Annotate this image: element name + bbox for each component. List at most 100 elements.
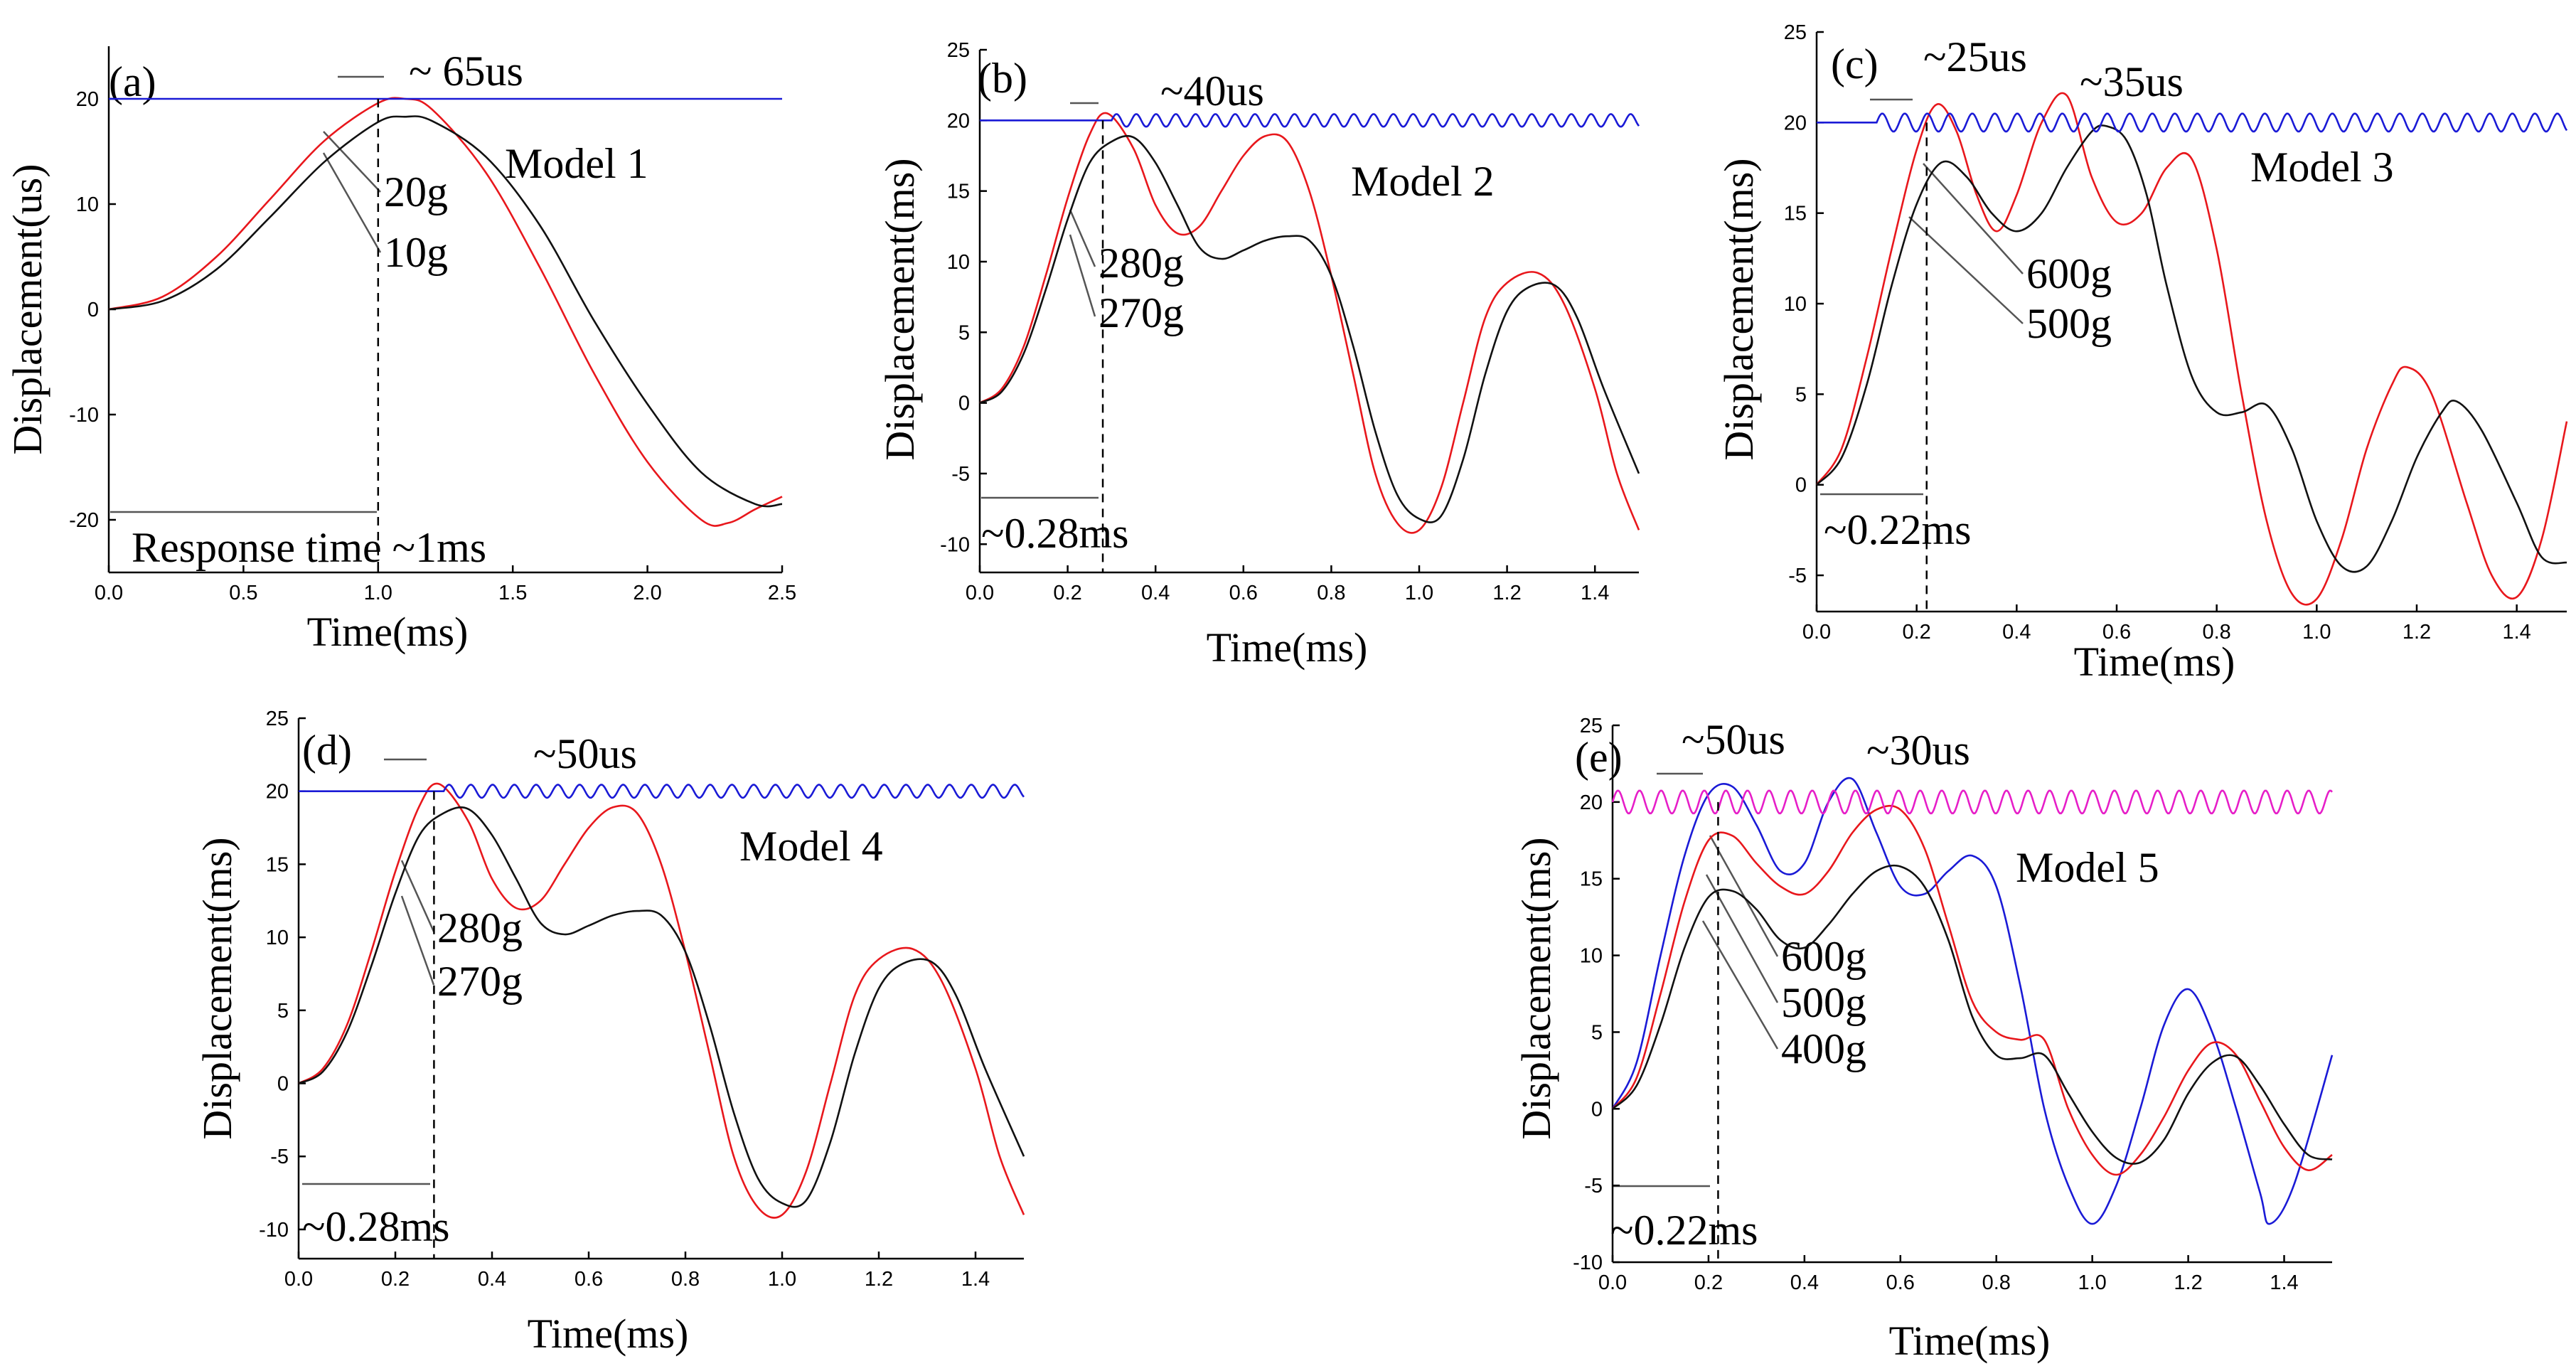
- x-tick-label-c: 0.0: [1802, 621, 1831, 644]
- arrow-280g-b: [1069, 209, 1096, 267]
- y-tick-label-a: -20: [69, 509, 99, 532]
- annotation-time-diff-c1: ~25us: [1923, 33, 2027, 80]
- series-line-270g-b: [979, 134, 1640, 523]
- y-tick-label-b: -5: [951, 463, 970, 486]
- y-tick-label-d: -5: [270, 1146, 289, 1168]
- x-axis-title-b: Time(ms): [1207, 624, 1368, 671]
- x-tick-label-e: 0.6: [1886, 1271, 1915, 1294]
- y-axis-title-d: Displacement(ms): [194, 837, 240, 1139]
- annotation-600g-e: 600g: [1781, 933, 1866, 980]
- y-tick-label-e: 15: [1580, 868, 1603, 891]
- x-tick-label-a: 0.0: [95, 582, 123, 604]
- annotation-time-diff-e2: ~30us: [1866, 727, 1970, 774]
- annotation-time-diff-e1: ~50us: [1682, 716, 1785, 763]
- arrow-280g-d: [400, 860, 435, 932]
- series-line-10g-a: [108, 115, 783, 508]
- x-tick-label-b: 1.0: [1405, 582, 1433, 604]
- x-tick-label-c: 1.2: [2403, 621, 2431, 644]
- y-tick-label-e: 10: [1580, 945, 1603, 968]
- x-tick-label-b: 0.2: [1053, 582, 1081, 604]
- chart-panel-b: (b) Model 2 ~40us 280g 270g ~0.28ms Time…: [877, 39, 1640, 671]
- y-tick-label-d: 5: [277, 1000, 289, 1023]
- y-tick-label-e: 20: [1580, 791, 1603, 814]
- series-line-600g-c: [1815, 92, 2568, 606]
- arrow-20g-a: [323, 131, 381, 193]
- x-axis-title-e: Time(ms): [1889, 1318, 2051, 1364]
- y-tick-label-b: 5: [958, 321, 970, 344]
- y-tick-label-c: -5: [1788, 565, 1807, 587]
- y-tick-label-b: 20: [947, 110, 970, 132]
- model-label-5: Model 5: [2016, 844, 2159, 891]
- x-axis-title-a: Time(ms): [307, 609, 469, 655]
- y-tick-label-e: 0: [1591, 1098, 1603, 1121]
- panel-label-c: (c): [1831, 41, 1878, 87]
- panel-label-e: (e): [1575, 734, 1623, 781]
- panel-label-a: (a): [109, 58, 156, 105]
- y-tick-label-d: 25: [266, 708, 289, 730]
- x-tick-label-d: 0.4: [478, 1268, 506, 1291]
- x-tick-label-c: 0.4: [2002, 621, 2031, 644]
- annotation-time-diff-d: ~50us: [533, 730, 637, 777]
- x-tick-label-e: 1.0: [2078, 1271, 2107, 1294]
- y-tick-label-a: -10: [69, 404, 99, 427]
- annotation-500g-c: 500g: [2026, 300, 2112, 347]
- y-tick-label-d: 0: [277, 1073, 289, 1096]
- y-axis-title-c: Displacement(ms): [1716, 158, 1762, 460]
- annotation-response-time-a: Response time ~1ms: [132, 524, 486, 571]
- x-tick-label-c: 1.4: [2503, 621, 2531, 644]
- annotation-600g-c: 600g: [2026, 250, 2112, 297]
- y-tick-label-c: 0: [1795, 474, 1807, 497]
- y-tick-label-b: 10: [947, 251, 970, 274]
- x-tick-label-c: 1.0: [2302, 621, 2331, 644]
- y-tick-label-b: 0: [958, 393, 970, 415]
- series-line-270g-d: [298, 806, 1025, 1208]
- x-tick-label-e: 0.2: [1694, 1271, 1723, 1294]
- chart-panel-c: (c) Model 3 ~25us ~35us 600g 500g ~0.22m…: [1716, 21, 2568, 685]
- annotation-270g-b: 270g: [1099, 289, 1184, 336]
- x-tick-label-a: 2.5: [768, 582, 796, 604]
- x-tick-label-b: 0.8: [1317, 582, 1345, 604]
- y-tick-label-c: 10: [1784, 293, 1807, 316]
- series-line-500g-e: [1611, 804, 2333, 1176]
- x-tick-label-d: 0.0: [284, 1268, 313, 1291]
- x-tick-label-a: 0.5: [229, 582, 257, 604]
- y-tick-label-a: 10: [76, 193, 99, 216]
- arrow-400g-e: [1701, 920, 1779, 1050]
- x-tick-label-d: 0.2: [381, 1268, 410, 1291]
- x-tick-label-b: 0.0: [966, 582, 994, 604]
- y-axis-title-e: Displacement(ms): [1513, 837, 1559, 1139]
- arrow-270g-b: [1069, 234, 1096, 317]
- annotation-time-diff-a: ~ 65us: [409, 48, 523, 95]
- y-tick-label-e: 25: [1580, 715, 1603, 737]
- annotation-20g-a: 20g: [384, 169, 448, 215]
- x-tick-label-d: 0.6: [574, 1268, 603, 1291]
- annotation-10g-a: 10g: [384, 229, 448, 276]
- arrow-500g-c: [1908, 216, 2024, 324]
- annotation-270g-d: 270g: [437, 958, 523, 1005]
- arrow-600g-c: [1923, 163, 2024, 274]
- y-tick-label-d: 20: [266, 781, 289, 804]
- x-tick-label-d: 1.4: [961, 1268, 990, 1291]
- y-tick-label-b: -10: [940, 533, 970, 556]
- x-tick-label-e: 0.0: [1598, 1271, 1627, 1294]
- annotation-400g-e: 400g: [1781, 1025, 1866, 1072]
- annotation-500g-e: 500g: [1781, 979, 1866, 1026]
- x-tick-label-d: 1.0: [768, 1268, 796, 1291]
- annotation-280g-d: 280g: [437, 905, 523, 951]
- y-axis-title-b: Displacement(ms): [877, 158, 923, 460]
- annotation-duration-b: ~0.28ms: [981, 510, 1128, 557]
- series-line-500g-c: [1816, 124, 2567, 573]
- annotation-duration-c: ~0.22ms: [1824, 506, 1971, 553]
- chart-panel-a: (a) Model 1 ~ 65us 20g 10g Response time…: [4, 46, 796, 655]
- model-label-4: Model 4: [739, 823, 883, 870]
- chart-panel-e: (e) Model 5 ~50us ~30us 600g 500g 400g ~…: [1513, 715, 2334, 1364]
- annotation-time-diff-c2: ~35us: [2080, 58, 2184, 105]
- y-tick-label-e: 5: [1591, 1021, 1603, 1044]
- x-tick-label-a: 2.0: [633, 582, 661, 604]
- threshold-line-b: [980, 113, 1640, 128]
- x-tick-label-e: 0.8: [1982, 1271, 2011, 1294]
- series-line-20g-a: [108, 97, 783, 527]
- x-tick-label-d: 0.8: [671, 1268, 700, 1291]
- x-tick-label-d: 1.2: [865, 1268, 893, 1291]
- model-label-2: Model 2: [1351, 158, 1495, 205]
